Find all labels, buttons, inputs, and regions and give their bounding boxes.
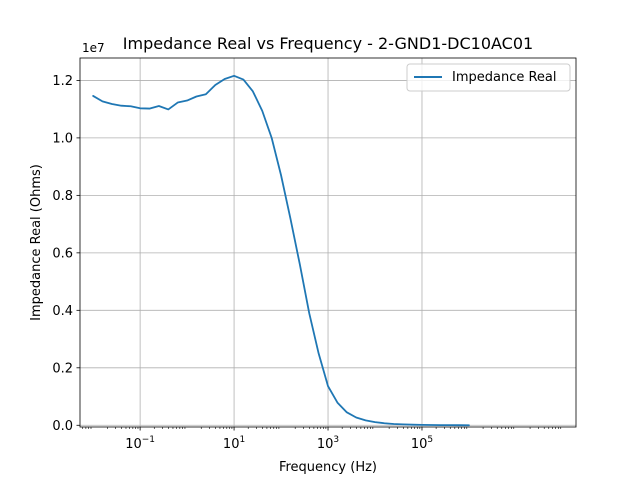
x-tick-label: 103 — [317, 435, 339, 452]
x-tick-label: 105 — [411, 435, 433, 452]
x-axis-label: Frequency (Hz) — [279, 460, 377, 475]
axis-ticks: 10−1 101 103 105 0.0 0.2 0.4 0.6 0.8 1.0 1.2 — [52, 74, 562, 452]
y-tick-label: 0.2 — [52, 361, 73, 376]
legend-label-impedance-real: Impedance Real — [452, 70, 557, 85]
y-offset-label: 1e7 — [82, 41, 105, 55]
x-tick-label: 101 — [223, 435, 245, 452]
series-line-impedance-real — [92, 74, 470, 427]
legend: Impedance Real — [406, 63, 571, 92]
chart-title: Impedance Real vs Frequency - 2-GND1-DC1… — [123, 34, 533, 53]
y-tick-label: 0.6 — [52, 246, 73, 261]
y-tick-label: 0.8 — [52, 189, 73, 204]
y-tick-label: 1.0 — [52, 131, 73, 146]
grid-lines — [80, 58, 576, 427]
y-axis-label: Impedance Real (Ohms) — [29, 164, 44, 321]
data-series — [92, 74, 470, 427]
y-tick-label: 0.0 — [52, 419, 73, 434]
y-tick-label: 1.2 — [52, 74, 73, 89]
x-tick-label: 10−1 — [125, 435, 155, 452]
y-tick-label: 0.4 — [52, 304, 73, 319]
legend-box — [406, 63, 571, 92]
